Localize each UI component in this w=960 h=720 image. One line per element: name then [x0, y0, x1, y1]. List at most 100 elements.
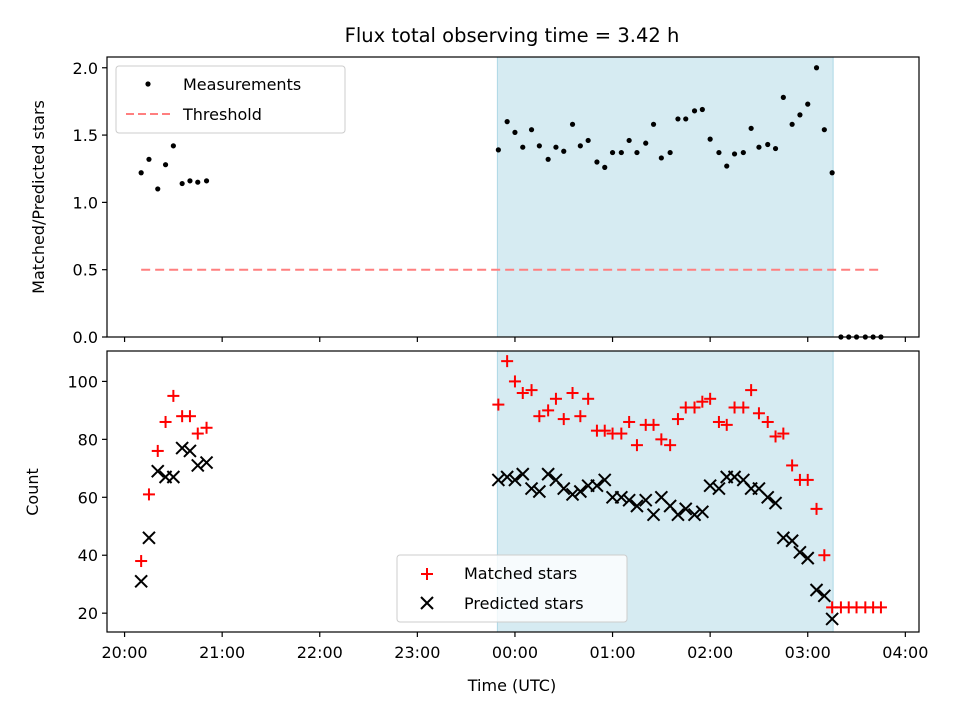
top-legend: Measurements Threshold	[115, 65, 346, 134]
measurements-point-29	[658, 155, 664, 161]
bottom-ytick-label-2: 60	[78, 488, 98, 507]
measurements-point-39	[740, 149, 746, 156]
matched-stars-point-47	[801, 473, 814, 486]
measurements-point-14	[536, 143, 542, 149]
measurements-point-17	[561, 148, 567, 154]
xtick-label-3: 23:00	[394, 643, 440, 662]
matched-stars-point-10	[501, 355, 514, 368]
measurements-point-34	[699, 106, 705, 113]
predicted-stars-point-2	[151, 464, 165, 478]
measurements-point-8	[203, 178, 210, 184]
matched-stars-point-39	[737, 401, 750, 414]
xtick-label-1: 21:00	[199, 643, 245, 662]
legend-matched-marker	[421, 568, 433, 580]
measurements-point-42	[765, 141, 771, 148]
measurements-point-25	[626, 137, 632, 144]
top-panel: 0.00.51.01.52.0 Matched/Predicted stars …	[29, 56, 920, 347]
measurements-point-40	[748, 125, 754, 131]
predicted-stars-point-21	[590, 478, 604, 493]
predicted-stars-point-1	[142, 531, 156, 545]
matched-stars-point-7	[191, 427, 204, 440]
matched-stars-point-12	[516, 387, 529, 400]
bottom-legend: Matched stars Predicted stars	[396, 554, 628, 623]
matched-stars-point-40	[745, 384, 758, 397]
matched-stars-point-18	[566, 387, 579, 400]
predicted-stars-point-43	[768, 496, 783, 510]
measurements-point-5	[179, 180, 185, 187]
matched-stars-point-43	[769, 430, 782, 443]
bottom-ytick-label-4: 100	[67, 372, 98, 391]
measurements-point-1	[146, 156, 152, 162]
matched-stars-point-49	[818, 549, 831, 562]
predicted-stars-point-24	[614, 490, 629, 505]
predicted-stars-point-42	[761, 490, 775, 505]
measurements-point-38	[731, 151, 738, 157]
bottom-star-points	[134, 355, 887, 626]
matched-stars-point-29	[655, 433, 668, 446]
measurements-point-6	[187, 178, 193, 184]
x-axis-label: Time (UTC)	[467, 676, 556, 695]
predicted-stars-point-10	[500, 470, 514, 484]
measurements-point-36	[716, 149, 722, 156]
bottom-ytick-label-1: 40	[78, 546, 98, 565]
xtick-label-7: 03:00	[785, 643, 831, 662]
predicted-stars-point-47	[801, 551, 815, 565]
matched-stars-point-11	[508, 375, 521, 388]
matched-stars-point-6	[183, 410, 196, 423]
matched-stars-point-14	[533, 410, 546, 423]
predicted-stars-point-49	[817, 589, 832, 603]
predicted-stars-point-5	[175, 441, 189, 455]
measurements-point-31	[675, 116, 681, 122]
predicted-stars-point-14	[532, 484, 547, 499]
predicted-stars-point-12	[516, 467, 530, 481]
predicted-stars-point-50	[825, 612, 839, 626]
matched-stars-point-8	[200, 421, 213, 434]
xtick-label-2: 22:00	[297, 643, 343, 662]
matched-stars-point-26	[630, 439, 643, 452]
predicted-stars-point-6	[183, 444, 197, 458]
measurements-point-48	[813, 65, 820, 71]
measurements-point-13	[528, 127, 535, 133]
xtick-label-8: 04:00	[882, 643, 928, 662]
predicted-stars-point-27	[639, 493, 653, 507]
measurements-point-49	[821, 127, 827, 133]
xtick-label-6: 02:00	[687, 643, 733, 662]
predicted-stars-point-28	[646, 507, 661, 522]
top-ytick-label-1: 0.5	[73, 261, 98, 280]
predicted-stars-point-18	[565, 487, 580, 502]
predicted-stars-point-11	[508, 473, 522, 487]
matched-stars-point-36	[712, 415, 725, 428]
measurements-point-32	[683, 116, 689, 122]
xtick-label-4: 00:00	[492, 643, 538, 662]
measurements-point-20	[585, 137, 591, 144]
matched-stars-point-24	[615, 427, 628, 440]
predicted-stars-point-13	[524, 481, 539, 496]
predicted-stars-point-48	[809, 583, 824, 597]
top-ytick-label-4: 2.0	[73, 59, 98, 78]
measurements-point-2	[155, 186, 161, 192]
matched-stars-point-17	[557, 413, 570, 426]
matched-stars-point-3	[159, 415, 172, 428]
measurements-point-16	[553, 144, 559, 150]
predicted-stars-point-9	[491, 473, 506, 487]
measurements-point-37	[724, 163, 730, 169]
measurements-point-23	[609, 149, 616, 156]
measurements-point-46	[797, 112, 803, 118]
measurements-point-19	[577, 143, 583, 149]
measurements-point-24	[618, 149, 624, 156]
predicted-stars-point-0	[134, 574, 148, 589]
matched-stars-point-13	[525, 384, 538, 397]
predicted-stars-point-31	[671, 507, 685, 522]
measurements-point-45	[789, 121, 795, 127]
legend-predicted-marker	[420, 596, 434, 610]
predicted-stars-point-38	[727, 470, 742, 484]
matched-stars-point-44	[777, 427, 790, 440]
measurements-point-7	[195, 179, 201, 185]
legend-predicted-label: Predicted stars	[464, 594, 584, 613]
legend-measurements-marker	[145, 81, 151, 87]
matched-stars-point-30	[664, 439, 677, 452]
measurements-point-10	[504, 119, 510, 125]
matched-stars-point-31	[671, 413, 684, 426]
matched-stars-point-2	[151, 444, 164, 457]
